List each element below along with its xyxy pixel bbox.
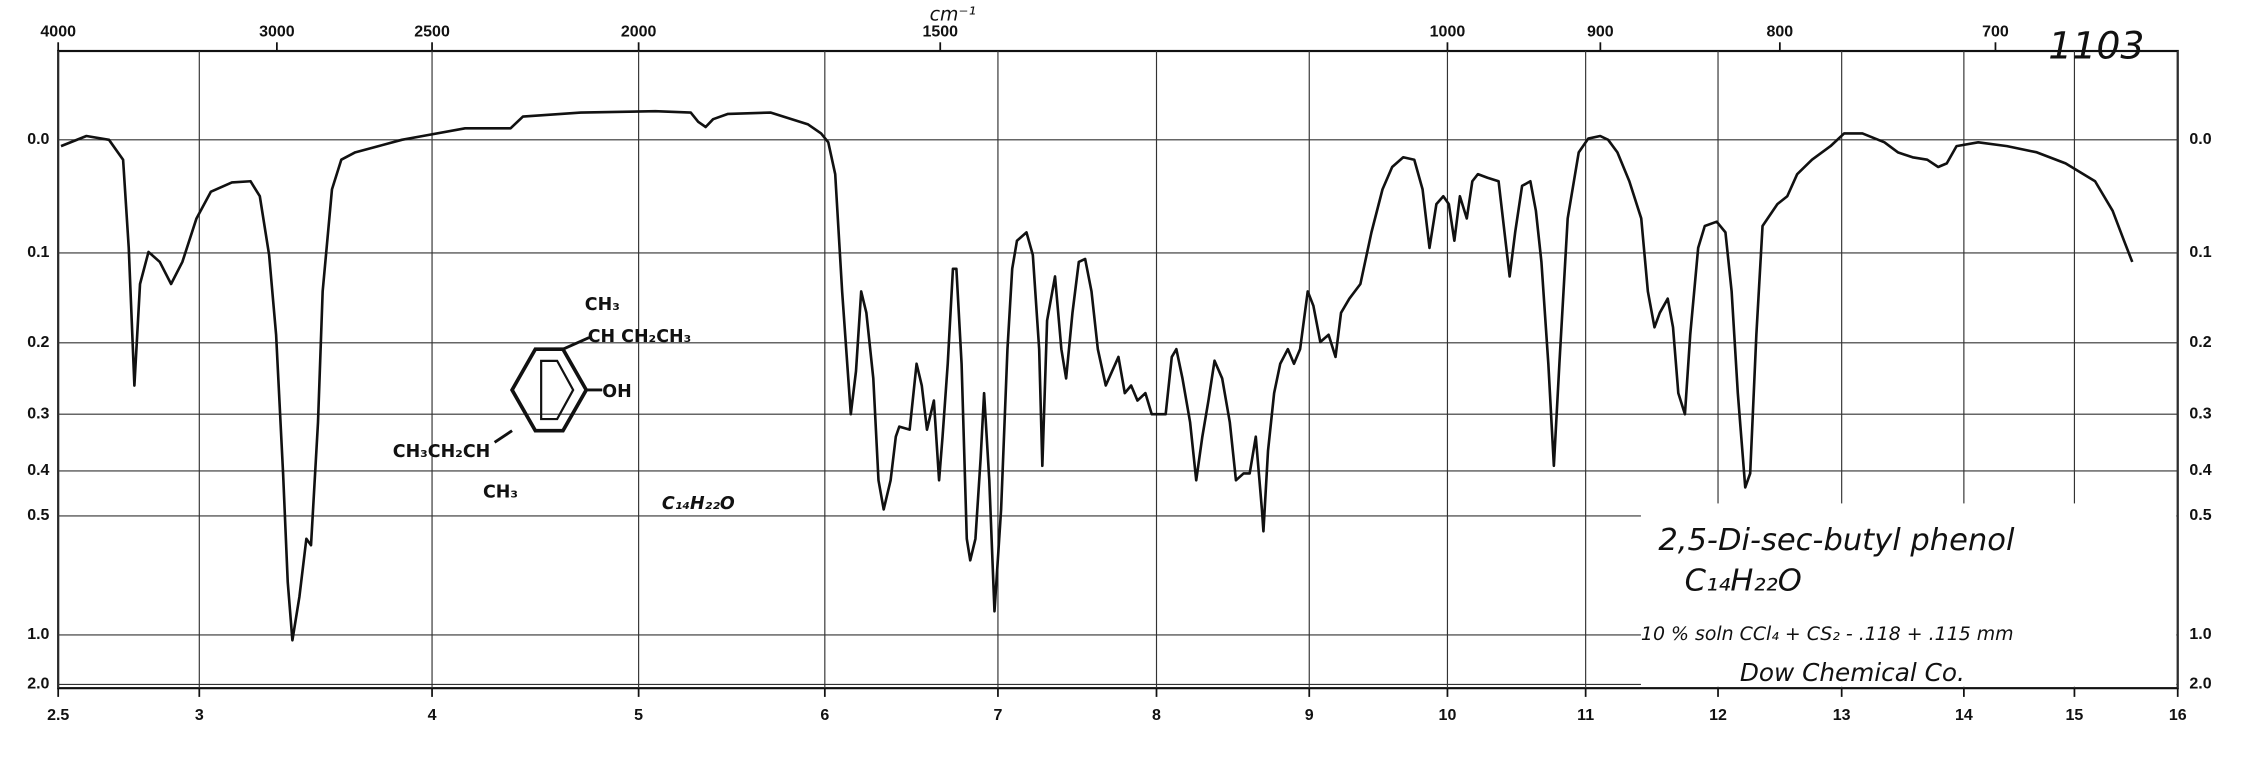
y2-tick-label: 0.4: [2189, 462, 2211, 479]
x-tick-label: 11: [1577, 707, 1594, 724]
grid: [57, 51, 2179, 689]
x-tick-label: 6: [820, 707, 829, 724]
x-tick-label: 5: [634, 707, 643, 724]
compound-name: 2,5-Di-sec-butyl phenol: [1658, 523, 2015, 558]
x2-tick-label: 4000: [40, 23, 76, 40]
y-tick-label: 1.0: [27, 626, 49, 643]
y-tick-label: 0.1: [27, 244, 49, 261]
ring-bonds: [540, 359, 575, 421]
struct-label: CH CH₂CH₃: [588, 327, 692, 347]
struct-label: CH₃CH₂CH: [393, 442, 490, 462]
x-tick-label: 7: [993, 707, 1002, 724]
x-tick-label: 3: [195, 707, 204, 724]
x2-tick-label: 2000: [621, 23, 657, 40]
bond: [493, 429, 513, 444]
x2-tick-label: 800: [1767, 23, 1794, 40]
y2-tick-label: 0.5: [2189, 507, 2211, 524]
label-box: [1640, 503, 2177, 687]
x-tick-label: 10: [1439, 707, 1457, 724]
bond: [562, 336, 590, 351]
x2-tick-label: 2500: [414, 23, 450, 40]
y2-tick-label: 0.2: [2189, 334, 2211, 351]
y-tick-label: 0.0: [27, 131, 49, 148]
curve-layer: [60, 109, 2134, 642]
x-tick-label: 9: [1305, 707, 1314, 724]
struct-label: CH₃: [585, 295, 620, 315]
x-tick-label: 16: [2169, 707, 2187, 724]
y2-tick-label: 0.0: [2189, 131, 2211, 148]
y2-tick-label: 0.3: [2189, 405, 2211, 422]
y2-tick-label: 1.0: [2189, 626, 2211, 643]
x-tick-label: 8: [1152, 707, 1161, 724]
spectrum-line: [60, 109, 2134, 642]
x-tick-label: 12: [1709, 707, 1727, 724]
struct-label: CH₃: [483, 483, 518, 503]
compound-formula: C₁₄H₂₂O: [1685, 564, 1802, 599]
y-tick-label: 0.5: [27, 507, 49, 524]
x2-tick-label: 1000: [1430, 23, 1466, 40]
x-tick-label: 14: [1955, 707, 1973, 724]
y-tick-label: 0.4: [27, 462, 49, 479]
y2-tick-label: 0.1: [2189, 244, 2211, 261]
x2-tick-label: 700: [1982, 23, 2009, 40]
label-layer: 0.0 0.0 0.1 0.1 0.2 0.2 0.3 0.3 0.4 0.4 0.5 0.5 1.0 1…: [27, 23, 2211, 724]
x-tick-label: 4: [428, 707, 437, 724]
x-tick-label: 13: [1833, 707, 1851, 724]
y-tick-label: 0.2: [27, 334, 49, 351]
source: Dow Chemical Co.: [1740, 658, 1965, 687]
x2-tick-label: 1500: [922, 23, 958, 40]
conditions: 10 % soln CCl₄ + CS₂ - .118 + .115 mm: [1641, 623, 2014, 645]
struct-label: OH: [602, 382, 631, 402]
struct-formula: C₁₄H₂₂O: [662, 494, 735, 514]
sample-id: 1103: [2048, 23, 2144, 67]
x-tick-label: 15: [2066, 707, 2084, 724]
y-tick-label: 0.3: [27, 405, 49, 422]
x2-tick-label: 900: [1587, 23, 1614, 40]
x2-tick-label: 3000: [259, 23, 295, 40]
y-tick-label: 2.0: [27, 676, 49, 693]
y2-tick-label: 2.0: [2189, 676, 2211, 693]
x-tick-label: 2.5: [47, 707, 69, 724]
x2-axis-label: cm⁻¹: [930, 3, 976, 25]
